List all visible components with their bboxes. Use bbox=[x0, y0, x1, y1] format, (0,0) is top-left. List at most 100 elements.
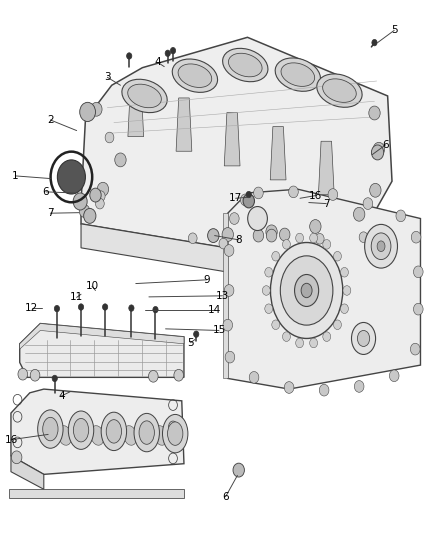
Polygon shape bbox=[81, 224, 258, 277]
Text: 14: 14 bbox=[208, 305, 221, 315]
Polygon shape bbox=[318, 141, 334, 195]
Ellipse shape bbox=[270, 243, 343, 338]
Circle shape bbox=[323, 239, 331, 249]
Text: 4: 4 bbox=[58, 391, 65, 401]
Circle shape bbox=[266, 229, 277, 242]
Circle shape bbox=[129, 305, 134, 311]
Circle shape bbox=[272, 252, 280, 261]
Circle shape bbox=[246, 191, 251, 198]
Circle shape bbox=[310, 233, 318, 243]
Ellipse shape bbox=[281, 63, 314, 86]
Circle shape bbox=[265, 304, 273, 313]
Circle shape bbox=[310, 338, 318, 348]
Circle shape bbox=[296, 233, 304, 243]
Text: 7: 7 bbox=[323, 199, 330, 208]
Polygon shape bbox=[9, 489, 184, 498]
Ellipse shape bbox=[323, 79, 356, 102]
Circle shape bbox=[370, 183, 381, 197]
Ellipse shape bbox=[43, 417, 58, 441]
Circle shape bbox=[413, 303, 423, 315]
Ellipse shape bbox=[134, 414, 159, 452]
Circle shape bbox=[283, 239, 290, 249]
Circle shape bbox=[353, 207, 365, 221]
Text: 16: 16 bbox=[309, 191, 322, 200]
Ellipse shape bbox=[168, 422, 183, 446]
Circle shape bbox=[249, 372, 259, 383]
Ellipse shape bbox=[139, 421, 154, 445]
Polygon shape bbox=[11, 456, 44, 489]
Circle shape bbox=[272, 320, 280, 329]
Circle shape bbox=[340, 304, 348, 313]
Circle shape bbox=[411, 231, 421, 243]
Circle shape bbox=[283, 332, 290, 342]
Polygon shape bbox=[258, 224, 368, 277]
Ellipse shape bbox=[317, 74, 362, 107]
Circle shape bbox=[371, 145, 384, 160]
Ellipse shape bbox=[351, 322, 376, 354]
Circle shape bbox=[18, 368, 28, 380]
Ellipse shape bbox=[162, 415, 188, 453]
Ellipse shape bbox=[223, 49, 268, 82]
Text: 6: 6 bbox=[382, 140, 389, 150]
Ellipse shape bbox=[294, 274, 318, 306]
Circle shape bbox=[296, 338, 304, 348]
Circle shape bbox=[148, 370, 158, 382]
Circle shape bbox=[91, 102, 102, 116]
Text: 7: 7 bbox=[47, 208, 54, 218]
Circle shape bbox=[284, 382, 294, 393]
Polygon shape bbox=[270, 127, 286, 180]
Circle shape bbox=[90, 188, 101, 202]
Circle shape bbox=[369, 106, 380, 120]
Circle shape bbox=[208, 229, 219, 243]
Circle shape bbox=[230, 213, 239, 224]
Circle shape bbox=[115, 153, 126, 167]
Text: 11: 11 bbox=[70, 293, 83, 302]
Text: 17: 17 bbox=[229, 193, 242, 203]
Circle shape bbox=[224, 245, 234, 256]
Ellipse shape bbox=[73, 418, 88, 442]
Circle shape bbox=[315, 233, 324, 244]
Ellipse shape bbox=[90, 426, 104, 445]
Ellipse shape bbox=[371, 233, 391, 260]
Circle shape bbox=[289, 186, 298, 198]
Ellipse shape bbox=[275, 58, 321, 91]
Polygon shape bbox=[228, 189, 420, 389]
Circle shape bbox=[30, 369, 40, 381]
Circle shape bbox=[222, 228, 233, 241]
Circle shape bbox=[243, 194, 254, 208]
Ellipse shape bbox=[172, 59, 218, 92]
Circle shape bbox=[343, 286, 351, 295]
Circle shape bbox=[174, 369, 184, 381]
Circle shape bbox=[319, 384, 329, 396]
Ellipse shape bbox=[178, 64, 212, 87]
Ellipse shape bbox=[58, 426, 72, 445]
Circle shape bbox=[78, 304, 84, 310]
Polygon shape bbox=[128, 83, 144, 136]
Circle shape bbox=[225, 351, 235, 363]
Circle shape bbox=[105, 132, 114, 143]
Circle shape bbox=[233, 463, 244, 477]
Text: 12: 12 bbox=[25, 303, 38, 313]
Ellipse shape bbox=[229, 53, 262, 77]
Text: 8: 8 bbox=[235, 235, 242, 245]
Ellipse shape bbox=[364, 224, 398, 268]
Circle shape bbox=[188, 233, 197, 244]
Circle shape bbox=[279, 228, 290, 241]
Circle shape bbox=[165, 50, 170, 56]
Ellipse shape bbox=[123, 426, 137, 445]
Circle shape bbox=[253, 229, 264, 242]
Circle shape bbox=[79, 205, 90, 217]
Circle shape bbox=[54, 305, 60, 312]
Circle shape bbox=[223, 319, 233, 331]
Circle shape bbox=[372, 39, 377, 46]
Circle shape bbox=[266, 225, 277, 239]
Circle shape bbox=[52, 375, 57, 382]
Circle shape bbox=[396, 210, 406, 222]
Text: 2: 2 bbox=[47, 115, 54, 125]
Circle shape bbox=[170, 47, 176, 54]
Circle shape bbox=[84, 208, 96, 223]
Text: 15: 15 bbox=[212, 326, 226, 335]
Circle shape bbox=[359, 232, 368, 243]
Circle shape bbox=[240, 194, 250, 206]
Circle shape bbox=[333, 252, 341, 261]
